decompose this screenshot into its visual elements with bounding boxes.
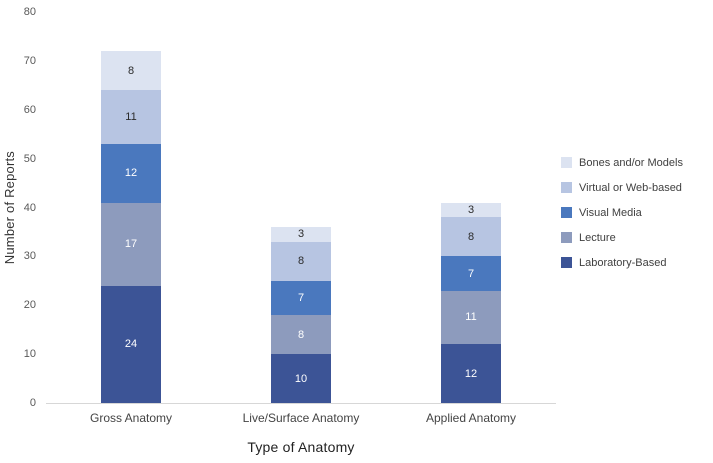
legend-item: Virtual or Web-based <box>561 175 683 200</box>
segment-value-label: 3 <box>297 228 305 241</box>
y-tick-label: 60 <box>23 103 36 116</box>
x-axis-category-labels: Gross Anatomy Live/Surface Anatomy Applied… <box>46 411 556 425</box>
legend-label: Visual Media <box>579 206 642 219</box>
segment-value-label: 8 <box>127 64 135 77</box>
y-tick-label: 20 <box>23 299 36 312</box>
x-axis-category-label: Gross Anatomy <box>89 411 173 425</box>
legend-item: Bones and/or Models <box>561 150 683 175</box>
y-tick-label: 30 <box>23 250 36 263</box>
bar-segment: 12 <box>441 344 501 403</box>
legend-label: Virtual or Web-based <box>579 181 682 194</box>
stacked-bar: 12 11 7 8 3 <box>441 202 501 403</box>
bar-segment: 11 <box>101 90 161 144</box>
legend-swatch <box>561 257 572 268</box>
segment-value-label: 8 <box>297 328 305 341</box>
x-axis-title: Type of Anatomy <box>247 439 355 455</box>
y-tick-label: 70 <box>23 54 36 67</box>
bar-segment: 24 <box>101 285 161 403</box>
segment-value-label: 11 <box>465 311 477 324</box>
bar-segment: 3 <box>271 227 331 242</box>
bar-column: 24 17 12 11 8 <box>46 12 216 403</box>
bar-segment: 11 <box>441 290 501 345</box>
y-tick-label: 50 <box>23 152 36 165</box>
bar-segment: 8 <box>271 315 331 355</box>
legend: Bones and/or Models Virtual or Web-based V… <box>561 150 683 275</box>
legend-swatch <box>561 157 572 168</box>
legend-label: Lecture <box>579 231 616 244</box>
segment-value-label: 8 <box>467 230 475 243</box>
x-axis-category-label: Applied Anatomy <box>425 411 517 425</box>
legend-swatch <box>561 232 572 243</box>
bar-segment: 8 <box>101 51 161 91</box>
segment-value-label: 7 <box>297 291 305 304</box>
stacked-bar: 24 17 12 11 8 <box>101 51 161 403</box>
y-tick-label: 10 <box>23 348 36 361</box>
segment-value-label: 8 <box>297 255 305 268</box>
segment-value-label: 12 <box>464 367 478 380</box>
y-tick-label: 40 <box>23 201 36 214</box>
segment-value-label: 11 <box>125 111 137 124</box>
legend-swatch <box>561 207 572 218</box>
segment-value-label: 7 <box>467 267 475 280</box>
segment-value-label: 10 <box>294 372 308 385</box>
bar-segment: 7 <box>441 256 501 291</box>
bars-container: 24 17 12 11 8 10 8 7 8 3 12 11 7 8 3 <box>46 12 556 403</box>
bar-column: 10 8 7 8 3 <box>216 12 386 403</box>
segment-value-label: 17 <box>124 238 138 251</box>
y-axis-ticks: 0 10 20 30 40 50 60 70 80 <box>10 6 36 409</box>
x-axis-category-label: Live/Surface Anatomy <box>242 411 360 425</box>
y-tick-label: 80 <box>23 6 36 18</box>
legend-item: Visual Media <box>561 200 683 225</box>
segment-value-label: 3 <box>467 203 475 216</box>
legend-label: Bones and/or Models <box>579 156 683 169</box>
y-tick-label: 0 <box>29 397 36 409</box>
legend-item: Lecture <box>561 225 683 250</box>
stacked-bar: 10 8 7 8 3 <box>271 227 331 403</box>
segment-value-label: 12 <box>124 167 138 180</box>
bar-segment: 3 <box>441 202 501 218</box>
legend-swatch <box>561 182 572 193</box>
segment-value-label: 24 <box>124 338 138 351</box>
bar-column: 12 11 7 8 3 <box>386 12 556 403</box>
bar-segment: 7 <box>271 280 331 316</box>
bar-segment: 17 <box>101 202 161 286</box>
legend-item: Laboratory-Based <box>561 250 683 275</box>
plot-area: 24 17 12 11 8 10 8 7 8 3 12 11 7 8 3 <box>46 12 556 404</box>
legend-label: Laboratory-Based <box>579 256 667 269</box>
bar-segment: 12 <box>101 143 161 203</box>
bar-segment: 8 <box>441 217 501 257</box>
bar-segment: 8 <box>271 241 331 281</box>
bar-segment: 10 <box>271 354 331 403</box>
